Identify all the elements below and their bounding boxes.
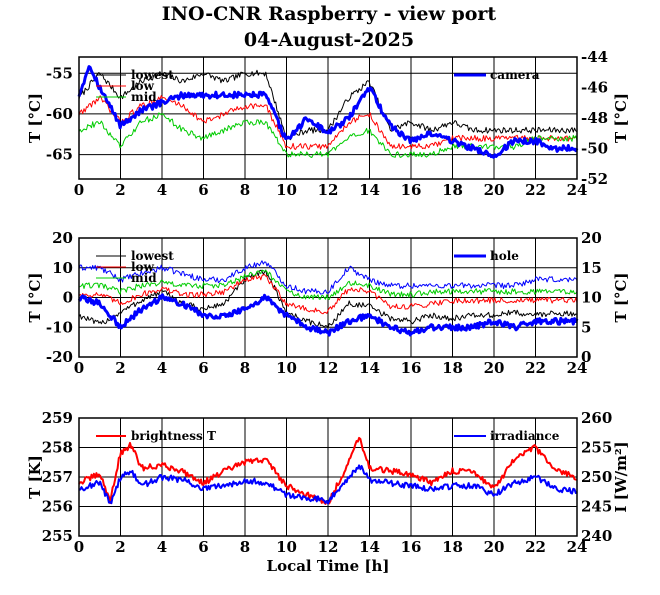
- x-tick-label: 22: [525, 538, 546, 556]
- right-y-tick-label: 15: [581, 259, 602, 277]
- left-y-tick-label: 0: [63, 289, 73, 307]
- x-tick-label: 24: [567, 538, 588, 556]
- right-y-tick-label: 245: [581, 498, 612, 516]
- x-tick-label: 8: [240, 538, 250, 556]
- x-tick-label: 18: [442, 181, 463, 199]
- right-y-axis-label: I [W/m²]: [612, 441, 630, 512]
- x-tick-label: 0: [74, 538, 84, 556]
- x-tick-label: 10: [276, 181, 297, 199]
- x-tick-label: 10: [276, 359, 297, 377]
- left-y-tick-label: -65: [46, 146, 73, 164]
- series-line-hole: [77, 293, 579, 337]
- legend-label-irradiance: irradiance: [490, 429, 560, 443]
- x-tick-label: 6: [198, 181, 208, 199]
- left-y-tick-label: 10: [52, 259, 73, 277]
- right-y-tick-label: 260: [581, 409, 612, 427]
- x-tick-label: 22: [525, 359, 546, 377]
- right-y-tick-label: 20: [581, 229, 602, 247]
- right-y-tick-label: -48: [581, 109, 608, 127]
- series-line-mid: [78, 269, 578, 300]
- x-tick-label: 16: [401, 181, 422, 199]
- left-y-tick-label: 259: [42, 409, 73, 427]
- left-y-tick-label: 256: [42, 498, 73, 516]
- x-tick-label: 2: [115, 538, 125, 556]
- right-y-axis-label: T [°C]: [612, 93, 630, 143]
- x-axis-label: Local Time [h]: [267, 557, 390, 575]
- x-tick-label: 4: [157, 181, 167, 199]
- right-y-tick-label: 10: [581, 289, 602, 307]
- left-y-tick-label: -20: [46, 348, 73, 366]
- x-tick-label: 14: [359, 538, 380, 556]
- x-tick-label: 6: [198, 538, 208, 556]
- x-tick-label: 2: [115, 359, 125, 377]
- x-tick-label: 4: [157, 359, 167, 377]
- x-tick-label: 16: [401, 359, 422, 377]
- left-y-axis-label: T [°C]: [26, 93, 44, 143]
- left-y-tick-label: 255: [42, 527, 73, 545]
- x-tick-label: 18: [442, 538, 463, 556]
- legend-label-mid: mid: [131, 271, 157, 285]
- chart-title: INO-CNR Raspberry - view port: [162, 3, 497, 25]
- x-tick-label: 20: [484, 538, 505, 556]
- x-tick-label: 20: [484, 359, 505, 377]
- x-tick-label: 18: [442, 359, 463, 377]
- left-y-tick-label: 258: [42, 439, 73, 457]
- series-line-mid: [78, 112, 578, 158]
- x-tick-label: 4: [157, 538, 167, 556]
- left-y-tick-label: 257: [42, 468, 73, 486]
- x-tick-label: 14: [359, 359, 380, 377]
- series-line-hole-upper: [78, 260, 578, 295]
- x-tick-label: 8: [240, 181, 250, 199]
- right-y-tick-label: -46: [581, 79, 608, 97]
- x-tick-label: 0: [74, 181, 84, 199]
- left-y-tick-label: 20: [52, 229, 73, 247]
- legend-label-low: low: [131, 260, 155, 274]
- right-y-tick-label: 250: [581, 468, 612, 486]
- legend-label-camera: camera: [490, 68, 540, 82]
- x-tick-label: 12: [318, 181, 339, 199]
- legend-label-hole: hole: [490, 249, 519, 263]
- series-line-low: [78, 95, 578, 150]
- left-y-tick-label: -10: [46, 318, 73, 336]
- x-tick-label: 24: [567, 359, 588, 377]
- x-tick-label: 2: [115, 181, 125, 199]
- x-tick-label: 14: [359, 181, 380, 199]
- chart-subtitle: 04-August-2025: [244, 29, 414, 51]
- legend-label-lowest: lowest: [131, 249, 174, 263]
- legend-label-brightness T: brightness T: [131, 429, 216, 443]
- x-tick-label: 24: [567, 181, 588, 199]
- series-line-lowest: [78, 269, 578, 329]
- x-tick-label: 12: [318, 359, 339, 377]
- right-y-axis-label: T [°C]: [612, 272, 630, 322]
- x-tick-label: 12: [318, 538, 339, 556]
- left-y-tick-label: -55: [46, 64, 73, 82]
- x-tick-label: 20: [484, 181, 505, 199]
- right-y-tick-label: 5: [581, 318, 591, 336]
- right-y-tick-label: -50: [581, 140, 608, 158]
- legend-label-lowest: lowest: [131, 68, 174, 82]
- x-tick-label: 10: [276, 538, 297, 556]
- x-tick-label: 6: [198, 359, 208, 377]
- right-y-tick-label: -52: [581, 170, 608, 188]
- left-y-tick-label: -60: [46, 105, 73, 123]
- right-y-tick-label: 240: [581, 527, 612, 545]
- x-tick-label: 0: [74, 359, 84, 377]
- right-y-tick-label: 255: [581, 439, 612, 457]
- right-y-tick-label: -44: [581, 48, 608, 66]
- left-y-axis-label: T [°C]: [26, 272, 44, 322]
- series-line-irradiance: [78, 464, 578, 505]
- legend-label-low: low: [131, 79, 155, 93]
- x-tick-label: 22: [525, 181, 546, 199]
- x-tick-label: 8: [240, 359, 250, 377]
- x-tick-label: 16: [401, 538, 422, 556]
- legend-label-mid: mid: [131, 90, 157, 104]
- series-line-low: [78, 274, 578, 315]
- right-y-tick-label: 0: [581, 348, 591, 366]
- left-y-axis-label: T [K]: [26, 455, 44, 499]
- series-line-camera: [77, 65, 579, 159]
